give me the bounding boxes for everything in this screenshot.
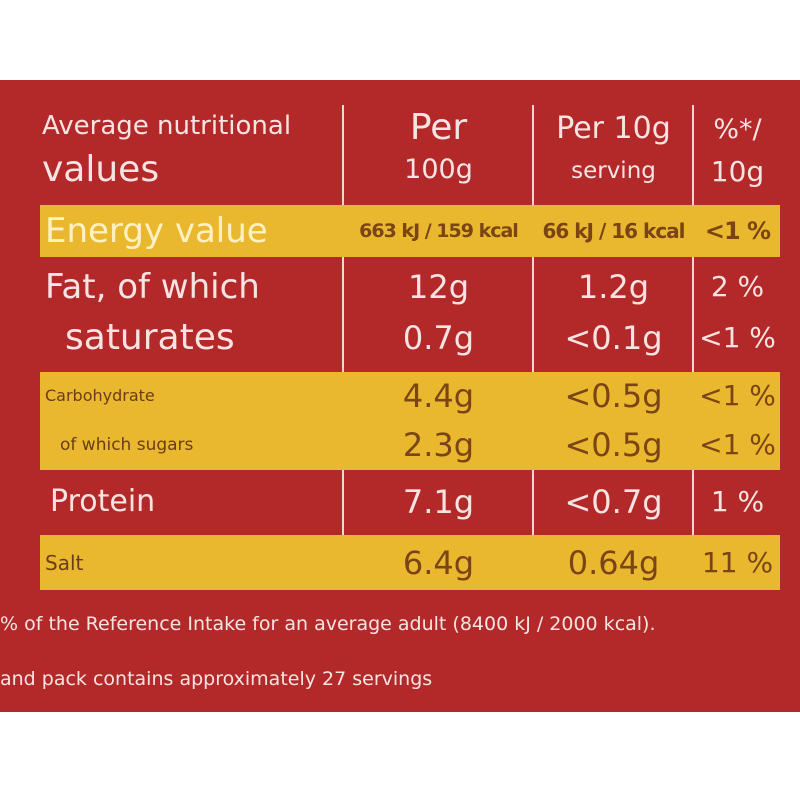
- highlight-band: [40, 372, 780, 420]
- header-text: 10g: [710, 155, 765, 188]
- column-divider: [692, 105, 694, 590]
- nutrient-value: <0.5g: [564, 426, 663, 464]
- nutrient-label: Fat, of which: [45, 267, 260, 307]
- nutrient-value: 11 %: [701, 545, 774, 579]
- nutrient-value: 0.64g: [567, 543, 660, 582]
- nutrient-label: Carbohydrate: [45, 386, 155, 405]
- header-text: serving: [571, 158, 656, 184]
- nutrient-value: 663 kJ / 159 kcal: [359, 219, 519, 242]
- header-text: Per: [409, 107, 468, 148]
- nutrient-value: 0.7g: [402, 319, 475, 357]
- nutrient-value: 1.2g: [577, 268, 650, 306]
- header-text: Average nutritional: [42, 111, 292, 141]
- highlight-band: [40, 420, 780, 470]
- nutrient-value: 4.4g: [402, 377, 475, 415]
- nutrient-value: 1 %: [710, 485, 765, 518]
- header-text: values: [42, 149, 160, 190]
- nutrient-value: 66 kJ / 16 kcal: [542, 219, 685, 243]
- header-text: 100g: [404, 154, 473, 185]
- nutrient-label: saturates: [65, 317, 235, 358]
- nutrient-value: <1 %: [699, 379, 776, 412]
- nutrient-label: Protein: [50, 484, 156, 519]
- nutrient-label: Energy value: [45, 211, 268, 251]
- nutrient-value: 7.1g: [402, 483, 475, 521]
- nutrient-value: <1 %: [704, 217, 771, 245]
- header-text: Per 10g: [556, 111, 671, 146]
- nutrient-value: <0.1g: [564, 319, 663, 357]
- header-text: %*/: [713, 114, 762, 145]
- highlight-band: [40, 535, 780, 590]
- highlight-band: [40, 205, 780, 257]
- nutrient-value: <1 %: [699, 428, 776, 461]
- footnote: % of the Reference Intake for an average…: [0, 613, 656, 635]
- nutrient-value: 2 %: [710, 270, 765, 303]
- nutrient-value: <1 %: [699, 321, 776, 354]
- nutrient-value: <0.7g: [564, 483, 663, 521]
- nutrient-value: 6.4g: [402, 543, 475, 582]
- nutrient-label: of which sugars: [60, 434, 194, 455]
- nutrient-value: 2.3g: [402, 426, 475, 464]
- nutrient-value: <0.5g: [564, 377, 663, 415]
- nutrient-value: 12g: [407, 268, 470, 306]
- column-divider: [342, 105, 344, 590]
- footnote: and pack contains approximately 27 servi…: [0, 668, 433, 690]
- nutrient-label: Salt: [45, 550, 84, 575]
- column-divider: [532, 105, 534, 590]
